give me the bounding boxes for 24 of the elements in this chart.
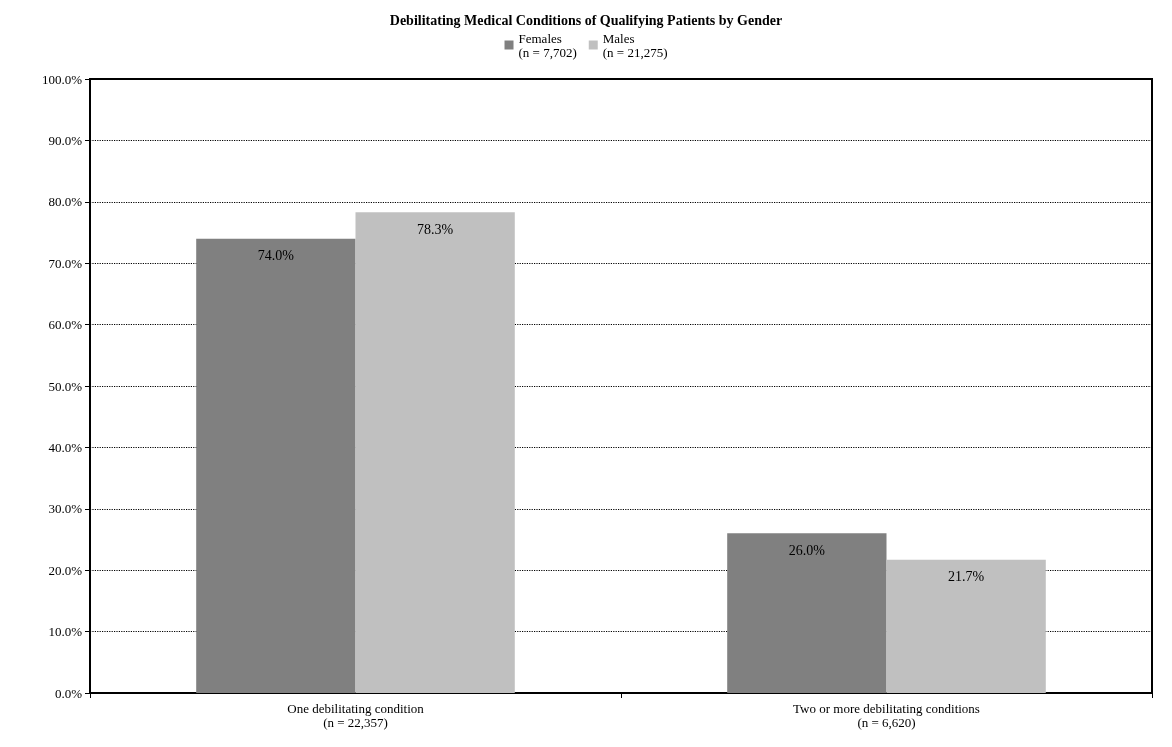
y-tick-label: 60.0% [48,317,83,333]
y-tick-label: 0.0% [54,685,83,701]
chart-title: Debilitating Medical Conditions of Qualifying Patients by Gender [389,12,783,28]
x-tick-label: One debilitating condition (n = 22,357) [287,700,425,730]
y-tick-label: 70.0% [48,255,83,271]
x-tick-label: Two or more debilitating conditions (n = 6,620) [793,700,980,730]
y-tick-label: 40.0% [48,439,83,455]
data-label: 26.0% [788,542,826,558]
y-tick-label: 30.0% [48,501,83,517]
data-label: 21.7% [948,569,985,585]
bar [727,533,887,693]
legend-label: Males (n = 21,275) [602,30,668,60]
y-tick-label: 50.0% [48,378,83,394]
data-label: 78.3% [417,221,454,237]
bar [196,238,356,693]
y-tick-label: 20.0% [48,562,83,578]
legend-label: Females (n = 7,702) [518,30,577,60]
y-tick-label: 100.0% [41,71,83,87]
data-label: 74.0% [257,248,295,264]
y-tick-label: 80.0% [48,194,83,210]
y-tick-label: 10.0% [48,624,83,640]
y-tick-label: 90.0% [48,132,83,148]
bar [355,212,515,693]
bar [886,559,1046,693]
